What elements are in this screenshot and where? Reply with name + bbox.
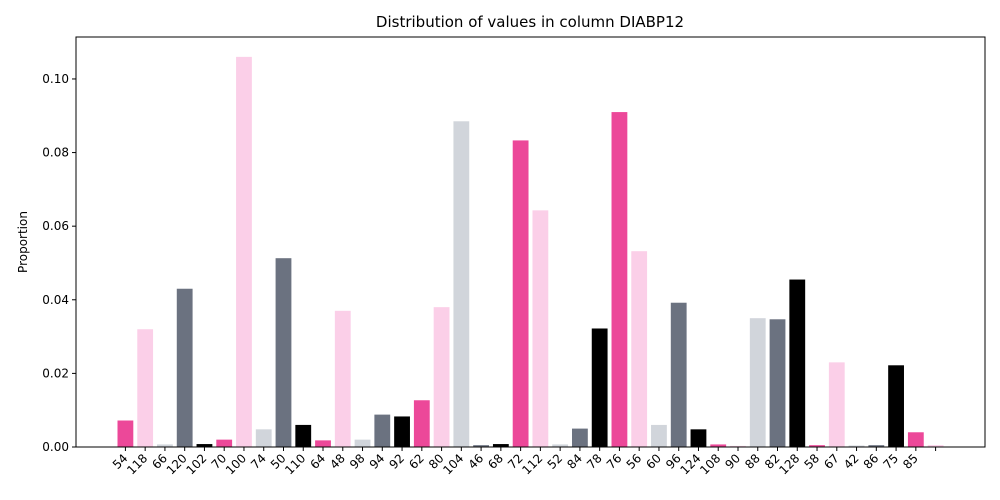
- x-tick-label: 46: [466, 451, 487, 472]
- x-tick-label: 64: [307, 451, 328, 472]
- bar: [769, 319, 786, 447]
- bar: [651, 424, 667, 447]
- y-tick-label: 0.08: [42, 146, 69, 160]
- bar: [295, 424, 312, 447]
- bar: [730, 445, 746, 447]
- bar: [176, 288, 193, 447]
- bar: [315, 440, 331, 447]
- bar: [453, 121, 470, 448]
- x-tick-label: 112: [519, 451, 545, 477]
- x-tick-label: 86: [861, 451, 882, 472]
- bar: [394, 416, 410, 447]
- x-tick-label: 98: [347, 451, 368, 472]
- x-tick-label: 78: [584, 451, 605, 472]
- bar: [749, 318, 766, 447]
- x-tick-label: 74: [248, 451, 269, 472]
- bar: [611, 112, 628, 448]
- x-tick-label: 62: [406, 451, 427, 472]
- bar: [868, 445, 885, 447]
- x-tick-label: 92: [386, 451, 407, 472]
- bar: [907, 432, 924, 447]
- y-tick-label: 0.06: [42, 219, 69, 233]
- x-tick-label: 110: [282, 451, 308, 477]
- bar: [571, 428, 588, 447]
- x-tick-label: 75: [880, 451, 901, 472]
- y-tick-label: 0.04: [42, 293, 69, 307]
- x-tick-label: 90: [722, 451, 743, 472]
- x-tick-label: 60: [643, 451, 664, 472]
- bar: [532, 210, 549, 447]
- x-tick-label: 102: [183, 451, 209, 477]
- bar: [137, 329, 154, 447]
- bar: [117, 420, 134, 447]
- bar: [552, 444, 569, 447]
- y-tick-label: 0.00: [42, 440, 69, 454]
- bar: [196, 444, 213, 447]
- bar: [591, 328, 608, 447]
- bar: [157, 444, 173, 447]
- bar: [275, 258, 292, 447]
- bar: [888, 365, 904, 447]
- bar: [354, 439, 371, 447]
- bar: [927, 445, 944, 447]
- bar: [809, 445, 825, 447]
- x-tick-label: 68: [485, 451, 506, 472]
- x-tick-label: 100: [223, 451, 249, 477]
- bar: [670, 302, 687, 447]
- x-tick-label: 42: [841, 451, 862, 472]
- bar: [492, 444, 509, 447]
- x-tick-label: 76: [604, 451, 625, 472]
- bar: [374, 414, 391, 447]
- y-axis-label: Proportion: [16, 211, 30, 273]
- bar: [789, 279, 806, 447]
- bar: [828, 362, 845, 447]
- bar: [848, 445, 865, 447]
- bar: [473, 445, 490, 447]
- x-tick-label: 94: [367, 451, 388, 472]
- x-tick-label: 56: [624, 451, 645, 472]
- x-tick-label: 67: [821, 451, 842, 472]
- bar: [512, 140, 529, 447]
- bar: [710, 444, 727, 447]
- bar: [690, 429, 707, 447]
- x-tick-label: 118: [124, 451, 150, 477]
- x-tick-label: 84: [564, 451, 585, 472]
- x-tick-label: 108: [697, 451, 723, 477]
- y-tick-label: 0.02: [42, 366, 69, 380]
- bar: [413, 400, 430, 447]
- x-tick-label: 104: [440, 451, 466, 477]
- x-tick-label: 58: [801, 451, 822, 472]
- bar: [631, 251, 648, 447]
- y-tick-label: 0.10: [42, 72, 69, 86]
- x-tick-label: 52: [545, 451, 566, 472]
- bar: [236, 56, 252, 447]
- x-tick-label: 48: [327, 451, 348, 472]
- bar: [255, 429, 272, 447]
- x-tick-label: 85: [900, 451, 921, 472]
- bar: [433, 307, 450, 447]
- bar: [334, 310, 351, 447]
- x-tick-label: 128: [776, 451, 802, 477]
- chart-title: Distribution of values in column DIABP12: [376, 13, 684, 31]
- plot-frame: [75, 36, 986, 448]
- x-tick-label: 88: [742, 451, 763, 472]
- bar: [216, 439, 233, 447]
